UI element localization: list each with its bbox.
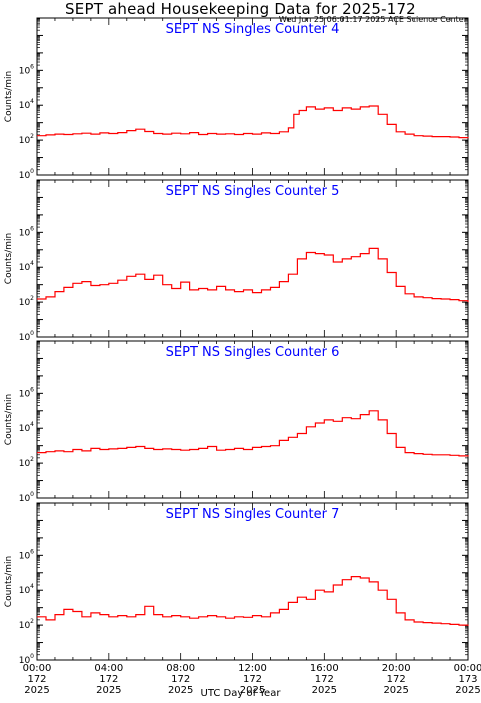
x-tick-label: 00:00 bbox=[454, 663, 481, 674]
generation-timestamp: Wed Jun 25 06:01:17 2025 ACE Science Cen… bbox=[278, 15, 467, 24]
panel-title: SEPT NS Singles Counter 7 bbox=[166, 507, 340, 522]
y-tick-label: 106 bbox=[19, 63, 34, 76]
x-tick-label: 04:00 bbox=[94, 663, 123, 674]
y-tick-label: 106 bbox=[19, 548, 34, 561]
y-axis-label: Counts/min bbox=[4, 71, 14, 122]
panel-frame-6 bbox=[36, 340, 469, 499]
x-tick-label: 2025 bbox=[240, 685, 265, 696]
panel-frame-5 bbox=[36, 179, 469, 338]
x-tick-label: 2025 bbox=[383, 685, 408, 696]
x-tick-label: 172 bbox=[387, 674, 406, 685]
y-tick-label: 106 bbox=[19, 225, 34, 238]
y-tick-label: 100 bbox=[19, 330, 34, 343]
y-tick-label: 100 bbox=[19, 491, 34, 504]
y-axis-label: Counts/min bbox=[4, 233, 14, 284]
data-line-counter-5 bbox=[37, 247, 469, 303]
x-tick-label: 2025 bbox=[168, 685, 193, 696]
x-tick-label: 173 bbox=[458, 674, 477, 685]
y-tick-label: 104 bbox=[19, 421, 34, 434]
x-tick-label: 08:00 bbox=[166, 663, 195, 674]
page-title: SEPT ahead Housekeeping Data for 2025-17… bbox=[65, 0, 416, 18]
y-axis-label: Counts/min bbox=[4, 556, 14, 607]
x-tick-label: 2025 bbox=[96, 685, 121, 696]
x-tick-label: 172 bbox=[243, 674, 262, 685]
panel-title: SEPT NS Singles Counter 4 bbox=[166, 22, 340, 37]
x-tick-label: 2025 bbox=[455, 685, 480, 696]
data-line-counter-7 bbox=[37, 576, 469, 626]
data-line-counter-4 bbox=[37, 105, 469, 139]
y-tick-label: 102 bbox=[19, 618, 34, 631]
y-tick-label: 104 bbox=[19, 98, 34, 111]
y-tick-label: 102 bbox=[19, 456, 34, 469]
x-tick-label: 172 bbox=[171, 674, 190, 685]
x-tick-label: 00:00 bbox=[23, 663, 52, 674]
x-tick-label: 2025 bbox=[312, 685, 337, 696]
panel-frame-7 bbox=[36, 502, 469, 661]
panel-frame-4 bbox=[36, 17, 469, 176]
x-tick-label: 2025 bbox=[24, 685, 49, 696]
x-tick-label: 20:00 bbox=[382, 663, 411, 674]
y-axis-label: Counts/min bbox=[4, 394, 14, 445]
x-tick-label: 16:00 bbox=[310, 663, 339, 674]
y-tick-label: 102 bbox=[19, 295, 34, 308]
panel-title: SEPT NS Singles Counter 6 bbox=[166, 345, 340, 360]
panel-title: SEPT NS Singles Counter 5 bbox=[166, 184, 340, 199]
y-tick-label: 104 bbox=[19, 583, 34, 596]
y-tick-label: 106 bbox=[19, 386, 34, 399]
y-tick-label: 104 bbox=[19, 260, 34, 273]
x-tick-label: 172 bbox=[315, 674, 334, 685]
y-tick-label: 102 bbox=[19, 133, 34, 146]
y-tick-label: 100 bbox=[19, 168, 34, 181]
data-line-counter-6 bbox=[37, 410, 469, 457]
x-tick-label: 172 bbox=[27, 674, 46, 685]
x-tick-label: 172 bbox=[99, 674, 118, 685]
x-tick-label: 12:00 bbox=[238, 663, 267, 674]
x-axis-label: UTC Day of Year bbox=[200, 688, 281, 699]
